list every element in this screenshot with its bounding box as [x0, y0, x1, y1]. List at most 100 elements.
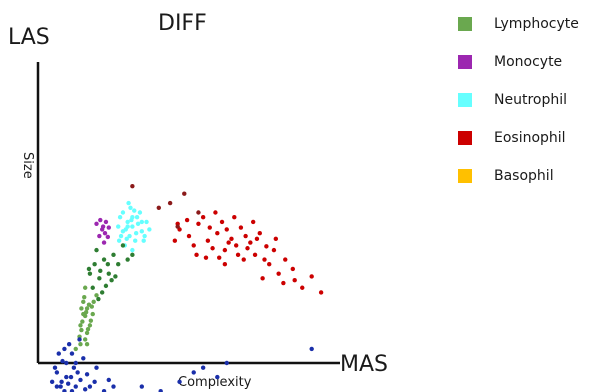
legend-label: Neutrophil — [494, 92, 568, 108]
point-monocyte-1-1 — [103, 219, 109, 225]
point-eosinophil-3-33 — [194, 252, 199, 258]
point-eosinophil-3-20 — [191, 243, 196, 248]
point-eosinophil-3-35 — [309, 274, 314, 279]
point-eosinophil-3-38 — [235, 252, 241, 258]
point-eosinophil-3-24 — [222, 247, 228, 253]
point-eosinophil-3-40 — [273, 236, 279, 242]
point-lymphocyte-0-13 — [88, 318, 94, 323]
point-neutrophil-2-25 — [139, 219, 145, 225]
point-extra-5-29 — [200, 365, 206, 370]
point-neutrophil-2-11 — [126, 200, 131, 206]
point-extra-5-2 — [64, 360, 69, 366]
point-eosinophil-3-37 — [222, 262, 228, 267]
legend-swatch — [458, 93, 472, 107]
point-eosinophil-3-25 — [241, 257, 246, 262]
point-eosinophil-3-19 — [276, 271, 281, 276]
legend-item-monocyte: Monocyte — [458, 52, 579, 72]
point-extra-5-40 — [106, 377, 111, 383]
point-extra-7-2 — [182, 191, 187, 196]
point-extra-5-16 — [58, 384, 63, 389]
point-neutrophil-2-26 — [116, 238, 122, 243]
point-extra-5-11 — [52, 365, 58, 370]
point-neutrophil-2-27 — [130, 215, 135, 220]
point-neutrophil-2-19 — [147, 227, 152, 232]
point-extra-6-7 — [99, 290, 105, 295]
chart-title: DIFF — [158, 11, 207, 36]
point-neutrophil-2-1 — [125, 219, 130, 225]
point-extra-5-38 — [54, 384, 60, 389]
point-extra-6-2 — [87, 271, 93, 276]
point-monocyte-1-9 — [100, 224, 106, 229]
point-lymphocyte-0-8 — [90, 311, 95, 317]
point-eosinophil-3-29 — [290, 266, 296, 272]
point-extra-5-12 — [60, 358, 65, 364]
point-extra-5-19 — [73, 360, 78, 366]
legend-item-eosinophil: Eosinophil — [458, 128, 579, 148]
legend-item-neutrophil: Neutrophil — [458, 90, 579, 110]
point-lymphocyte-0-20 — [78, 323, 83, 328]
point-neutrophil-2-23 — [132, 208, 137, 213]
point-neutrophil-2-24 — [127, 233, 132, 239]
point-extra-6-10 — [103, 283, 109, 289]
point-eosinophil-3-41 — [283, 257, 288, 262]
point-lymphocyte-0-9 — [80, 319, 85, 324]
x-axis-label: Complexity — [178, 375, 252, 390]
point-extra-5-3 — [68, 374, 74, 380]
legend-label: Basophil — [494, 168, 554, 184]
point-eosinophil-3-28 — [281, 280, 286, 286]
point-neutrophil-2-6 — [139, 229, 145, 234]
point-monocyte-1-3 — [101, 240, 107, 245]
point-eosinophil-3-17 — [257, 230, 262, 236]
point-extra-5-37 — [69, 389, 75, 392]
point-extra-7-1 — [167, 200, 173, 206]
point-extra-5-33 — [49, 379, 55, 385]
point-eosinophil-3-2 — [196, 221, 201, 226]
point-eosinophil-3-18 — [267, 262, 272, 267]
point-neutrophil-2-9 — [144, 219, 149, 225]
point-eosinophil-3-31 — [213, 210, 218, 215]
point-eosinophil-3-10 — [271, 247, 277, 253]
point-neutrophil-2-15 — [141, 238, 146, 243]
point-extra-5-32 — [309, 346, 314, 352]
point-extra-6-18 — [130, 252, 135, 258]
point-extra-5-7 — [66, 341, 72, 347]
point-eosinophil-3-30 — [300, 285, 305, 290]
point-neutrophil-2-16 — [117, 215, 123, 220]
point-lymphocyte-0-2 — [84, 306, 90, 311]
point-eosinophil-3-1 — [186, 233, 192, 239]
point-eosinophil-3-36 — [318, 290, 324, 295]
point-extra-5-5 — [56, 351, 61, 356]
point-extra-6-15 — [125, 257, 130, 262]
point-monocyte-1-6 — [105, 234, 111, 240]
point-extra-7-3 — [196, 210, 201, 215]
point-neutrophil-2-17 — [133, 230, 139, 236]
legend-item-lymphocyte: Lymphocyte — [458, 14, 579, 34]
point-eosinophil-3-45 — [245, 246, 250, 251]
point-lymphocyte-0-6 — [78, 341, 83, 347]
point-extra-6-12 — [120, 243, 126, 248]
point-extra-6-13 — [96, 296, 101, 302]
point-extra-5-27 — [177, 379, 182, 385]
point-eosinophil-3-3 — [205, 238, 211, 243]
data-points — [49, 183, 324, 392]
point-eosinophil-3-39 — [264, 244, 269, 249]
point-eosinophil-3-5 — [224, 227, 229, 232]
legend-swatch — [458, 131, 472, 145]
point-neutrophil-2-29 — [125, 224, 130, 229]
point-neutrophil-2-5 — [128, 205, 133, 210]
point-eosinophil-3-9 — [262, 257, 267, 262]
point-eosinophil-3-8 — [252, 252, 258, 258]
point-monocyte-1-4 — [106, 225, 111, 230]
point-extra-5-8 — [71, 365, 77, 370]
legend-label: Monocyte — [494, 54, 563, 70]
point-extra-6-14 — [109, 278, 114, 283]
legend-swatch — [458, 169, 472, 183]
point-neutrophil-2-0 — [120, 210, 126, 215]
point-extra-7-0 — [130, 183, 135, 189]
point-eosinophil-3-22 — [184, 217, 190, 223]
y-axis-label: Size — [20, 152, 35, 179]
point-extra-5-39 — [94, 365, 99, 370]
point-lymphocyte-0-19 — [89, 304, 94, 309]
point-lymphocyte-0-16 — [73, 346, 78, 352]
point-eosinophil-3-47 — [254, 236, 260, 242]
